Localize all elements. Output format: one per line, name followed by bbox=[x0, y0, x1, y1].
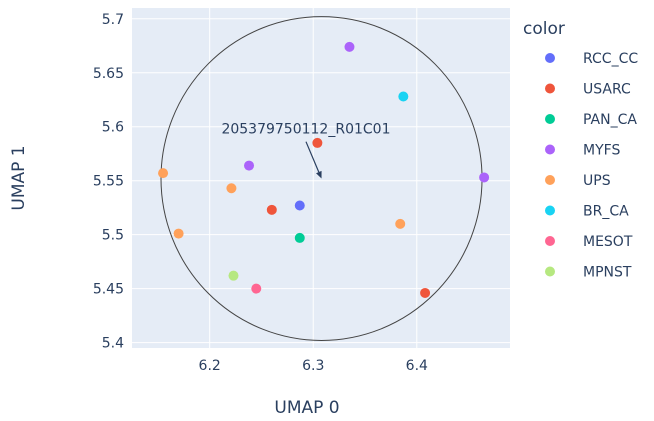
legend-item-mesot[interactable]: MESOT bbox=[545, 234, 633, 250]
point-mesot[interactable] bbox=[251, 283, 262, 294]
point-br-ca[interactable] bbox=[398, 91, 409, 102]
point-myfs[interactable] bbox=[479, 172, 490, 183]
x-tick-label: 6.2 bbox=[199, 358, 221, 374]
legend-item-myfs[interactable]: MYFS bbox=[545, 143, 620, 159]
y-tick-label: 5.65 bbox=[93, 66, 124, 82]
legend-marker bbox=[545, 114, 555, 124]
legend-item-pan-ca[interactable]: PAN_CA bbox=[545, 112, 637, 128]
legend-label: MPNST bbox=[583, 265, 632, 281]
point-usarc[interactable] bbox=[266, 204, 277, 215]
legend-label: PAN_CA bbox=[583, 112, 637, 128]
point-rcc-cc[interactable] bbox=[294, 200, 305, 211]
legend-label: UPS bbox=[583, 173, 611, 189]
x-axis-title: UMAP 0 bbox=[274, 398, 339, 418]
y-tick-label: 5.45 bbox=[93, 282, 124, 298]
x-tick-label: 6.3 bbox=[302, 358, 324, 374]
legend-label: BR_CA bbox=[583, 204, 629, 220]
point-usarc[interactable] bbox=[312, 137, 323, 148]
y-tick-label: 5.7 bbox=[102, 12, 124, 28]
y-axis-title: UMAP 1 bbox=[9, 145, 29, 210]
y-tick-label: 5.5 bbox=[102, 228, 124, 244]
data-points bbox=[158, 41, 490, 298]
legend-label: MYFS bbox=[583, 143, 620, 159]
point-ups[interactable] bbox=[173, 228, 184, 239]
legend-title: color bbox=[523, 19, 565, 39]
legend-item-mpnst[interactable]: MPNST bbox=[545, 265, 632, 281]
point-myfs[interactable] bbox=[344, 41, 355, 52]
point-ups[interactable] bbox=[395, 218, 406, 229]
legend-item-rcc-cc[interactable]: RCC_CC bbox=[545, 51, 638, 67]
gridlines bbox=[132, 8, 510, 348]
legend-marker bbox=[545, 205, 555, 216]
legend-marker bbox=[545, 83, 555, 94]
point-ups[interactable] bbox=[158, 168, 169, 179]
legend-marker bbox=[545, 266, 555, 277]
point-pan-ca[interactable] bbox=[294, 232, 305, 243]
point-ups[interactable] bbox=[226, 183, 237, 194]
legend-item-usarc[interactable]: USARC bbox=[545, 82, 631, 98]
legend-label: RCC_CC bbox=[583, 51, 638, 67]
annotation-label: 205379750112_R01C01 bbox=[221, 122, 390, 138]
x-tick-label: 6.4 bbox=[406, 358, 428, 374]
legend-marker bbox=[545, 53, 555, 63]
legend-marker bbox=[545, 236, 555, 246]
legend-items[interactable]: RCC_CC USARC PAN_CA MYFS UPS BR_CA MESOT MPNST bbox=[545, 51, 638, 281]
legend-label: MESOT bbox=[583, 234, 633, 250]
y-axis-ticks: 5.4 5.45 5.5 5.55 5.6 5.65 5.7 bbox=[93, 12, 124, 352]
y-tick-label: 5.4 bbox=[102, 336, 124, 352]
annotation-arrow-head bbox=[316, 170, 322, 179]
legend-item-br-ca[interactable]: BR_CA bbox=[545, 204, 629, 220]
legend-marker bbox=[545, 144, 555, 155]
legend-label: USARC bbox=[583, 82, 631, 98]
annotation: 205379750112_R01C01 bbox=[221, 122, 390, 179]
point-myfs[interactable] bbox=[244, 160, 255, 171]
annotation-arrow-line bbox=[305, 141, 320, 173]
y-tick-label: 5.6 bbox=[102, 120, 124, 136]
y-tick-label: 5.55 bbox=[93, 174, 124, 190]
legend-item-ups[interactable]: UPS bbox=[545, 173, 611, 189]
legend-marker bbox=[545, 175, 555, 185]
point-mpnst[interactable] bbox=[228, 270, 239, 281]
x-axis-ticks: 6.2 6.3 6.4 bbox=[199, 358, 428, 374]
legend[interactable]: color RCC_CC USARC PAN_CA MYFS UPS BR_CA MESOT… bbox=[523, 19, 638, 281]
point-usarc[interactable] bbox=[420, 287, 431, 298]
